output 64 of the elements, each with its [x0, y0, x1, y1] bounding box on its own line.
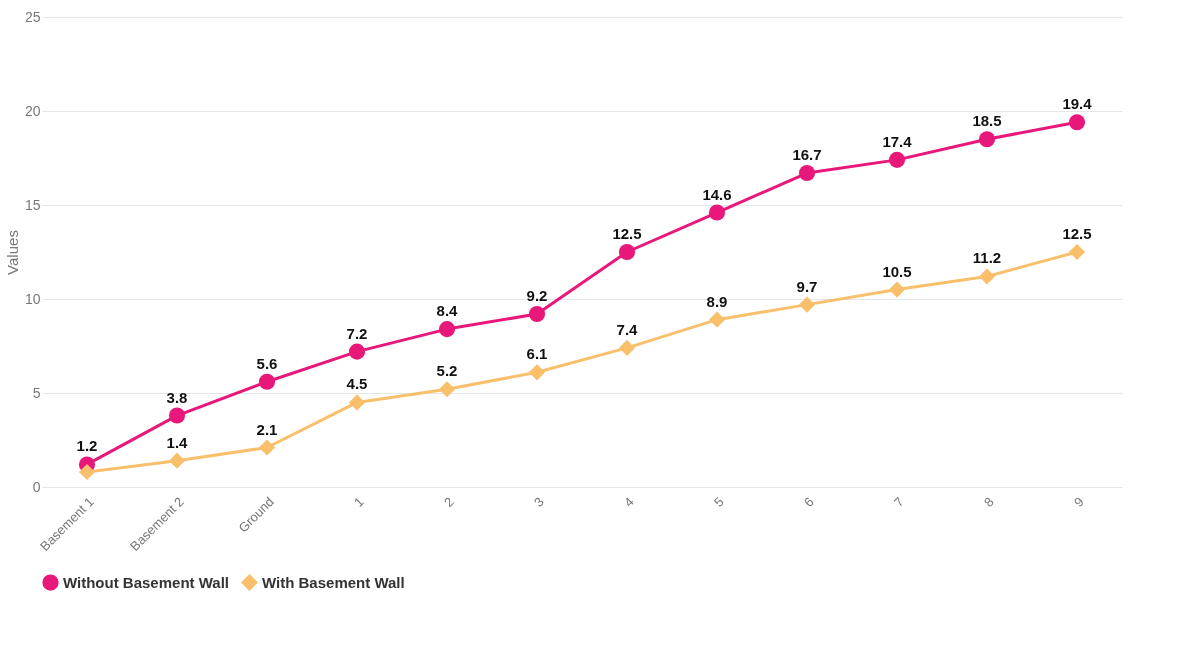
- data-label: 8.9: [706, 292, 728, 310]
- data-label: 7.4: [616, 320, 639, 338]
- point: [888, 281, 906, 298]
- data-label: 9.2: [526, 287, 548, 305]
- data-label: 7.2: [346, 324, 368, 342]
- legend-label: With Basement Wall: [262, 573, 405, 591]
- point: [528, 305, 546, 323]
- y-tick-label: 20: [24, 102, 41, 119]
- point: [1068, 114, 1086, 131]
- point: [888, 151, 906, 168]
- x-tick-label: 1: [350, 494, 367, 510]
- data-label: 1.2: [76, 437, 98, 455]
- point: [708, 311, 726, 328]
- point: [438, 321, 456, 338]
- x-tick-label: 4: [620, 494, 637, 510]
- point: [1068, 243, 1086, 261]
- data-label: 1.4: [166, 433, 189, 451]
- point: [708, 204, 726, 221]
- data-label: 8.4: [436, 302, 459, 320]
- legend-label: Without Basement Wall: [63, 573, 229, 591]
- y-axis-title: Values: [3, 230, 21, 275]
- point: [348, 343, 366, 360]
- point: [798, 164, 816, 182]
- x-tick-label: 8: [980, 494, 997, 510]
- data-label: 6.1: [526, 345, 548, 363]
- point: [978, 268, 996, 285]
- point: [78, 463, 96, 481]
- x-tick-label: 6: [800, 494, 817, 510]
- point: [168, 407, 186, 424]
- data-label: 4.5: [346, 375, 368, 393]
- x-tick-label: 2: [440, 494, 457, 510]
- point: [798, 296, 816, 313]
- point: [258, 373, 276, 390]
- data-label: 11.2: [972, 249, 1002, 267]
- data-label: 14.6: [702, 185, 732, 203]
- point: [258, 439, 276, 456]
- data-label: 18.5: [972, 112, 1002, 130]
- point: [528, 364, 546, 381]
- point: [438, 381, 456, 398]
- point: [168, 452, 186, 469]
- data-label: 2.1: [256, 420, 278, 438]
- y-tick-label: 5: [32, 384, 41, 401]
- data-label: 10.5: [882, 262, 912, 280]
- point: [618, 339, 636, 356]
- y-tick-label: 15: [24, 196, 41, 213]
- x-tick-label: 7: [890, 494, 907, 510]
- data-label: 19.4: [1062, 95, 1093, 113]
- data-label: 5.2: [436, 362, 458, 380]
- point: [348, 394, 366, 411]
- data-label: 12.5: [612, 225, 642, 242]
- x-tick-label: 5: [710, 494, 727, 510]
- data-label: 9.7: [796, 277, 818, 295]
- y-tick-label: 25: [24, 8, 41, 25]
- data-label: 5.6: [256, 354, 278, 372]
- x-tick-label: 3: [530, 494, 547, 510]
- point: [618, 243, 636, 261]
- data-label: 3.8: [166, 388, 188, 406]
- x-tick-label: 9: [1070, 494, 1087, 510]
- y-tick-label: 10: [24, 290, 41, 307]
- y-tick-label: 0: [32, 478, 41, 495]
- data-label: 16.7: [792, 146, 822, 164]
- data-label: 17.4: [882, 132, 913, 150]
- data-label: 12.5: [1062, 225, 1092, 242]
- point: [978, 131, 996, 148]
